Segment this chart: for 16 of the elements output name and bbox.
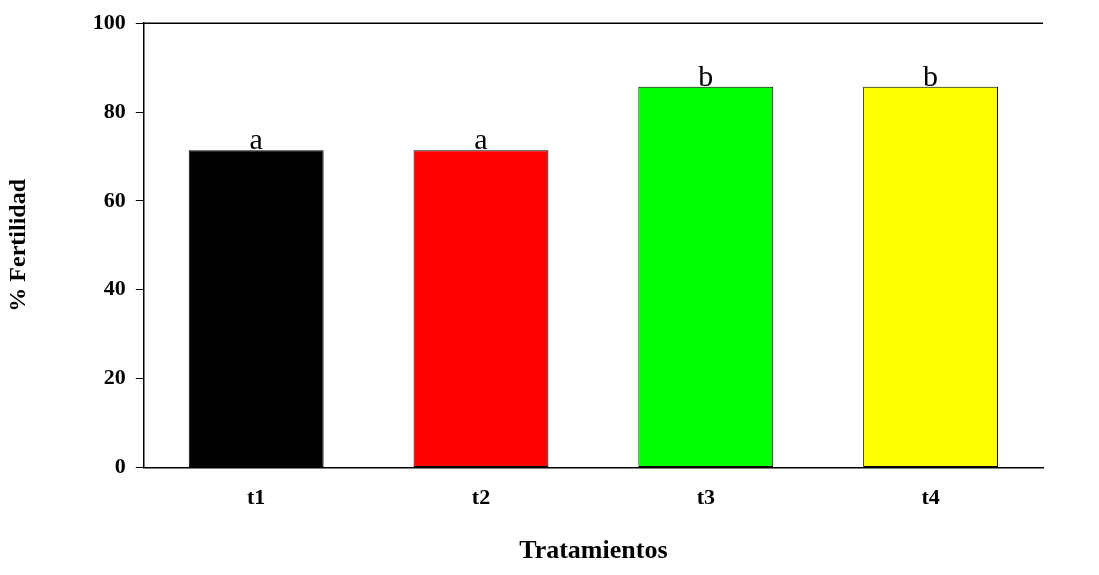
annotation: a	[474, 122, 488, 156]
y-tick-label: 0	[114, 453, 126, 479]
annotation: b	[923, 58, 939, 92]
x-axis-title: Tratamientos	[519, 535, 668, 565]
y-axis-title: % Fertilidad	[3, 178, 30, 312]
x-tick-label: t1	[247, 484, 266, 510]
y-tick-label: 40	[103, 275, 126, 301]
annotation: b	[698, 58, 714, 92]
x-tick-label: t3	[696, 484, 715, 510]
annotation: a	[249, 122, 263, 156]
y-tick-label: 100	[92, 8, 126, 34]
y-tick-label: 60	[103, 186, 126, 212]
x-tick-label: t4	[921, 484, 940, 510]
x-tick-label: t2	[471, 484, 491, 510]
y-tick-label: 20	[103, 364, 126, 390]
y-tick-label: 80	[103, 97, 126, 123]
